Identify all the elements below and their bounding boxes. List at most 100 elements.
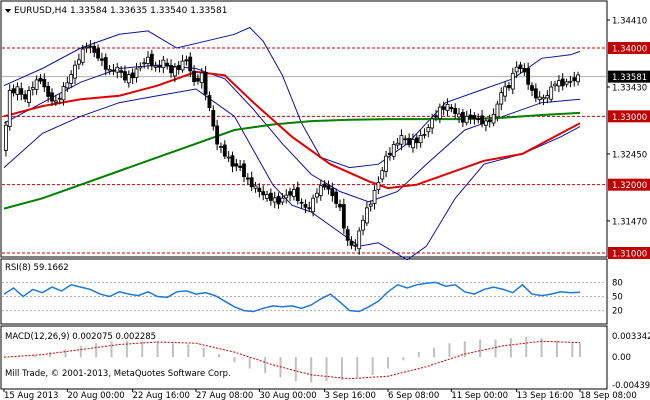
candle-body xyxy=(157,65,162,68)
candle-body xyxy=(180,60,185,71)
macd-histogram-bar xyxy=(433,347,436,358)
rsi-line xyxy=(3,281,581,313)
macd-histogram-bar xyxy=(555,340,558,358)
candle-body xyxy=(211,109,216,127)
macd-histogram-bar xyxy=(325,357,328,382)
candle-body xyxy=(576,74,580,83)
candle-body xyxy=(307,207,312,210)
macd-histogram-bar xyxy=(371,357,374,375)
level-tag xyxy=(608,42,650,55)
macd-histogram-bar xyxy=(218,354,221,358)
level-tag xyxy=(608,178,650,191)
candle-body xyxy=(226,156,231,159)
candle-body xyxy=(53,100,58,103)
macd-histogram-bar xyxy=(171,343,174,358)
candle-body xyxy=(549,86,554,100)
candle-body xyxy=(437,106,442,120)
macd-histogram-bar xyxy=(110,341,113,358)
moving-average-green xyxy=(3,111,581,210)
candle-body xyxy=(472,115,477,119)
macd-histogram-bar xyxy=(141,341,144,358)
candle-body xyxy=(411,139,415,149)
candle-body xyxy=(322,183,327,188)
candle-body xyxy=(69,74,74,84)
candle-body xyxy=(372,190,377,204)
candle-body xyxy=(395,142,400,146)
candle-body xyxy=(149,53,154,67)
macd-histogram-bar xyxy=(509,338,512,358)
candle-body xyxy=(123,71,127,81)
candle-body xyxy=(326,185,331,190)
candle-body xyxy=(230,155,235,167)
rsi-tick-label: 80 xyxy=(612,278,623,288)
macd-histogram-bar xyxy=(387,357,389,369)
candle-body xyxy=(57,97,62,100)
candle-body xyxy=(261,191,266,196)
candle-body xyxy=(295,187,300,202)
candle-body xyxy=(487,119,492,123)
copyright-text: Mill Trade, © 2001-2013, MetaQuotes Soft… xyxy=(5,369,231,379)
rsi-layer: 80 50 20 xyxy=(2,278,623,317)
candle-body xyxy=(388,152,392,156)
candle-body xyxy=(476,118,481,121)
rsi-label: RSI(8) 59.1662 xyxy=(5,263,69,273)
time-tick-label: 18 Sep 08:00 xyxy=(580,391,637,400)
dropdown-arrow-icon[interactable] xyxy=(5,9,11,13)
candle-body xyxy=(142,62,147,65)
price-tick-label: 1.32450 xyxy=(612,150,647,160)
candle-body xyxy=(453,108,458,114)
macd-histogram-bar xyxy=(79,345,82,358)
time-axis: 15 Aug 2013 20 Aug 00:00 22 Aug 16:00 27 Au… xyxy=(3,389,637,400)
candle-body xyxy=(460,112,465,123)
candle-body xyxy=(134,68,139,78)
level-tag xyxy=(608,247,650,259)
candle-body xyxy=(491,113,496,124)
candle-body xyxy=(507,84,511,89)
candle-body xyxy=(288,191,292,196)
candle-body xyxy=(495,103,500,118)
candle-body xyxy=(407,138,412,146)
macd-histogram-bar xyxy=(479,339,482,358)
candle-body xyxy=(119,70,124,73)
candle-body xyxy=(11,88,16,94)
macd-histogram-bar xyxy=(33,355,36,358)
symbol-info: EURUSD,H4 1.33584 1.33635 1.33540 1.3358… xyxy=(14,6,227,16)
candle-body xyxy=(27,90,31,103)
candle-body xyxy=(249,177,254,188)
candle-body xyxy=(361,219,365,231)
candle-body xyxy=(7,89,12,127)
macd-histogram-bar xyxy=(340,357,343,380)
candle-body xyxy=(146,56,150,64)
candle-body xyxy=(414,137,419,144)
candle-body xyxy=(518,64,523,69)
candle-body xyxy=(96,48,100,59)
price-panel-frame xyxy=(0,0,608,258)
candle-body xyxy=(380,170,385,180)
candle-body xyxy=(568,80,573,83)
candle-body xyxy=(92,45,97,53)
candle-body xyxy=(541,97,546,100)
candle-body xyxy=(334,191,339,204)
level-tag-label: 1.31000 xyxy=(612,250,647,260)
candle-body xyxy=(268,192,273,201)
macd-histogram-bar xyxy=(125,340,128,358)
candle-body xyxy=(172,66,177,77)
candle-body xyxy=(46,85,51,97)
bollinger-upper xyxy=(3,26,581,169)
macd-histogram-bar xyxy=(95,343,98,358)
candle-body xyxy=(199,72,204,84)
macd-histogram-bar xyxy=(187,344,190,358)
candle-body xyxy=(34,79,39,90)
candle-body xyxy=(165,62,170,67)
candle-body xyxy=(545,95,550,99)
price-tick-label: 1.34410 xyxy=(612,17,647,27)
candle-body xyxy=(242,163,246,178)
candle-body xyxy=(107,69,112,72)
candle-body xyxy=(276,195,281,205)
time-tick-label: 6 Sep 08:00 xyxy=(388,391,439,400)
candle-body xyxy=(430,118,435,129)
candle-body xyxy=(338,204,342,208)
candle-body xyxy=(184,59,189,62)
